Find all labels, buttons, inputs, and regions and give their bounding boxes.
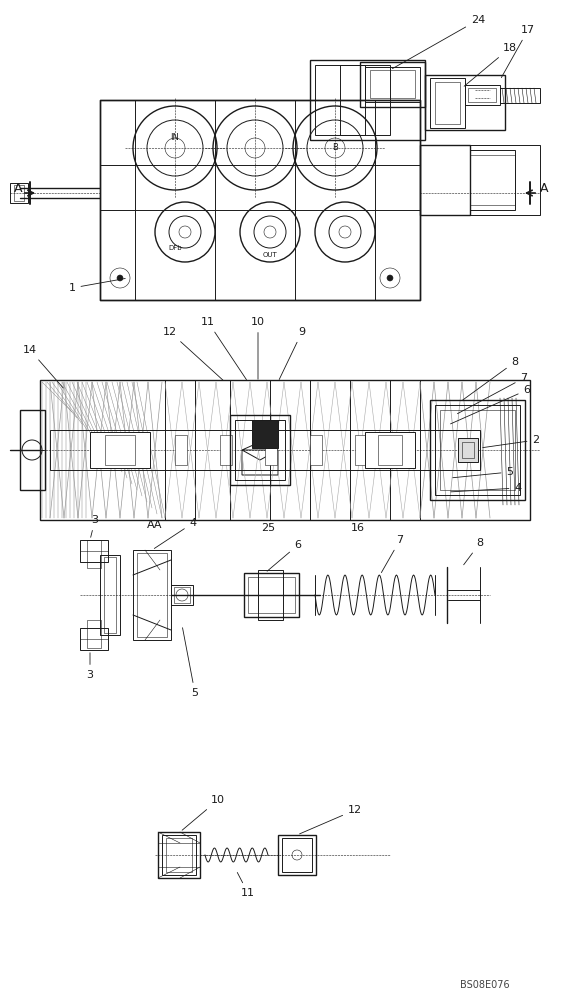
- Polygon shape: [242, 450, 278, 475]
- Bar: [220, 435, 232, 465]
- Text: BS08E076: BS08E076: [460, 980, 510, 990]
- Bar: [365, 67, 420, 102]
- Text: 6: 6: [451, 385, 531, 424]
- Text: 9: 9: [279, 327, 306, 379]
- Bar: [435, 405, 520, 495]
- Text: 3: 3: [86, 653, 94, 680]
- Bar: [340, 65, 390, 135]
- Text: 1: 1: [68, 278, 125, 293]
- Bar: [500, 88, 540, 103]
- Bar: [435, 82, 460, 124]
- Bar: [420, 145, 540, 215]
- Text: IN: IN: [170, 133, 179, 142]
- Bar: [162, 835, 196, 875]
- Bar: [310, 435, 322, 465]
- Text: 10: 10: [251, 317, 265, 379]
- Bar: [470, 150, 515, 210]
- Text: 12: 12: [163, 327, 223, 380]
- Bar: [171, 585, 193, 605]
- Bar: [355, 435, 367, 465]
- Bar: [265, 435, 277, 465]
- Bar: [310, 60, 425, 140]
- Bar: [174, 587, 190, 603]
- Bar: [50, 430, 480, 470]
- Text: 2: 2: [483, 435, 540, 448]
- Bar: [100, 100, 420, 300]
- Text: 8: 8: [462, 357, 518, 400]
- Bar: [378, 435, 402, 465]
- Text: AA: AA: [147, 520, 163, 530]
- Text: 4: 4: [155, 518, 197, 548]
- Text: 3: 3: [91, 515, 99, 537]
- Text: 12: 12: [299, 805, 362, 834]
- Bar: [166, 838, 192, 872]
- Text: 18: 18: [464, 43, 517, 86]
- Text: 5: 5: [183, 628, 199, 698]
- Bar: [40, 380, 530, 520]
- Text: B: B: [332, 143, 338, 152]
- Bar: [80, 628, 108, 650]
- Text: 8: 8: [464, 538, 483, 565]
- Bar: [462, 442, 474, 458]
- Text: 11: 11: [201, 317, 246, 380]
- Bar: [244, 573, 299, 617]
- Text: A: A: [14, 182, 22, 194]
- Text: 7: 7: [381, 535, 404, 573]
- Bar: [100, 555, 120, 635]
- Bar: [425, 75, 505, 130]
- Bar: [230, 415, 290, 485]
- Bar: [365, 432, 415, 468]
- Bar: [420, 145, 470, 215]
- Bar: [258, 570, 283, 620]
- Bar: [133, 550, 171, 640]
- Bar: [370, 70, 415, 98]
- Bar: [465, 85, 500, 105]
- Text: 24: 24: [393, 15, 485, 69]
- Bar: [175, 435, 187, 465]
- Bar: [90, 432, 150, 468]
- Bar: [470, 155, 515, 205]
- Text: 14: 14: [23, 345, 63, 388]
- Bar: [430, 400, 525, 500]
- Bar: [130, 435, 142, 465]
- Text: 6: 6: [267, 540, 302, 571]
- Text: 16: 16: [351, 523, 365, 533]
- Bar: [468, 88, 496, 102]
- Polygon shape: [242, 442, 278, 450]
- Bar: [252, 420, 278, 448]
- Bar: [87, 620, 101, 648]
- Bar: [14, 185, 24, 201]
- Bar: [80, 540, 108, 562]
- Text: A: A: [540, 182, 548, 194]
- Bar: [458, 438, 478, 462]
- Bar: [248, 577, 295, 613]
- Bar: [430, 78, 465, 128]
- Bar: [282, 838, 312, 872]
- Bar: [278, 835, 316, 875]
- Bar: [105, 435, 135, 465]
- Text: 4: 4: [451, 483, 522, 493]
- Bar: [158, 832, 200, 878]
- Circle shape: [387, 275, 393, 281]
- Text: 25: 25: [261, 523, 275, 533]
- Bar: [10, 183, 28, 203]
- Bar: [360, 62, 425, 107]
- Bar: [315, 65, 365, 135]
- Text: DFb: DFb: [168, 245, 182, 251]
- Bar: [400, 435, 412, 465]
- Text: 10: 10: [182, 795, 225, 830]
- Bar: [137, 553, 167, 637]
- Text: 7: 7: [457, 373, 527, 414]
- Bar: [440, 410, 515, 490]
- Bar: [235, 420, 285, 480]
- Bar: [87, 540, 101, 568]
- Bar: [20, 410, 45, 490]
- Bar: [104, 557, 116, 633]
- Text: 17: 17: [501, 25, 535, 78]
- Circle shape: [117, 275, 123, 281]
- Text: 11: 11: [237, 872, 255, 898]
- Text: 5: 5: [453, 467, 513, 478]
- Text: OUT: OUT: [263, 252, 277, 258]
